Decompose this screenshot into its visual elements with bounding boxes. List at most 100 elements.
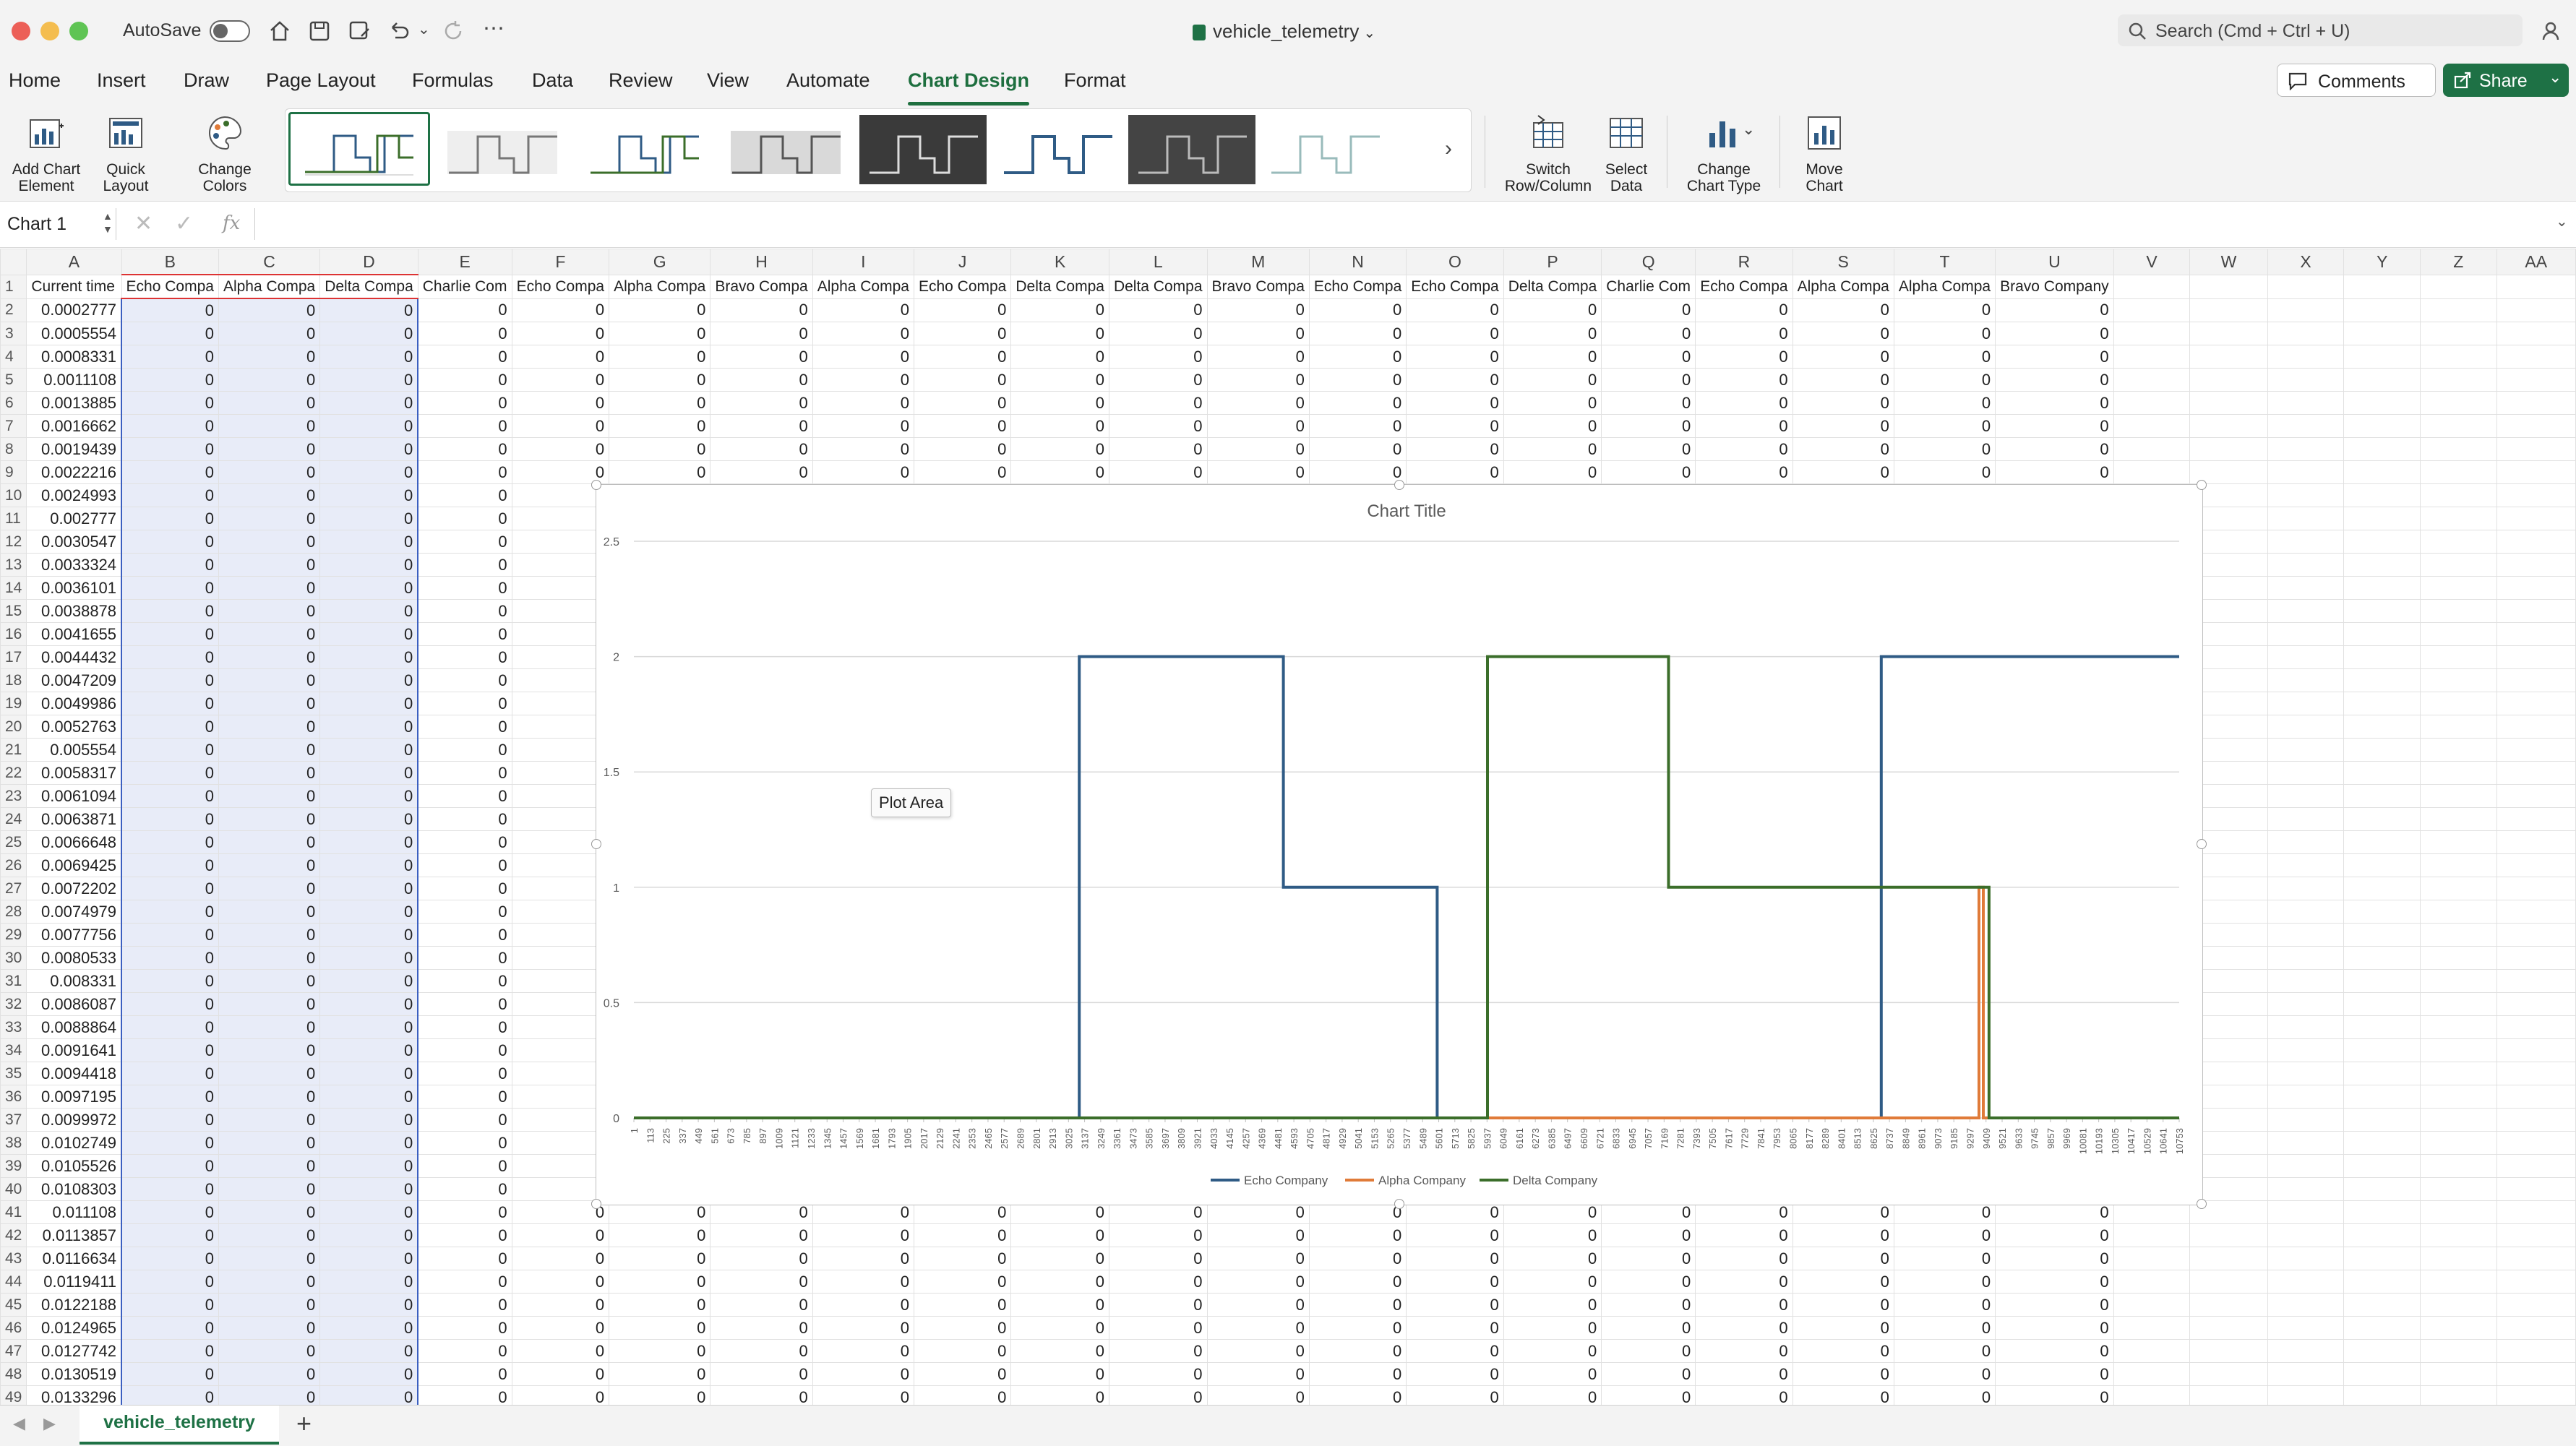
cell[interactable]: [2496, 391, 2576, 415]
cell[interactable]: [2343, 530, 2421, 554]
cell[interactable]: [2189, 1385, 2268, 1405]
comments-button[interactable]: Comments: [2277, 64, 2436, 97]
cell[interactable]: 0: [511, 738, 610, 762]
cell[interactable]: 0: [913, 1247, 1012, 1270]
cell[interactable]: [2343, 992, 2421, 1016]
row-header[interactable]: 14: [0, 576, 27, 600]
cell[interactable]: 0: [121, 391, 219, 415]
cell[interactable]: [2420, 460, 2497, 484]
cell[interactable]: [2420, 1293, 2497, 1317]
cell[interactable]: 0: [417, 1385, 512, 1405]
cell[interactable]: 0: [121, 553, 219, 577]
cell[interactable]: 0: [319, 692, 419, 715]
cell[interactable]: 0: [1792, 1293, 1894, 1317]
cell[interactable]: Bravo Compa: [1206, 274, 1310, 299]
cell[interactable]: [2420, 599, 2497, 623]
cell[interactable]: 0: [218, 1385, 321, 1405]
cell[interactable]: 0.0130519: [26, 1362, 122, 1386]
cell[interactable]: 0: [812, 1223, 914, 1247]
cell[interactable]: 0: [1108, 391, 1208, 415]
cell[interactable]: 0: [1792, 1339, 1894, 1363]
cell[interactable]: Echo Compa: [1308, 274, 1407, 299]
cell[interactable]: 0: [1108, 1270, 1208, 1294]
cell[interactable]: [2496, 483, 2576, 507]
cell[interactable]: 0: [1792, 1316, 1894, 1340]
cell[interactable]: Current time: [26, 274, 122, 299]
row-header[interactable]: 40: [0, 1177, 27, 1201]
cell[interactable]: 0: [913, 1362, 1012, 1386]
cell[interactable]: [2189, 414, 2268, 438]
cell[interactable]: 0: [1893, 1293, 1996, 1317]
row-header[interactable]: 38: [0, 1131, 27, 1155]
cell[interactable]: [2420, 784, 2497, 808]
cell[interactable]: Echo Compa: [511, 274, 610, 299]
cell[interactable]: 0: [1995, 391, 2114, 415]
cell[interactable]: 0: [121, 692, 219, 715]
cell[interactable]: 0: [417, 1247, 512, 1270]
cell[interactable]: [2420, 1362, 2497, 1386]
share-button[interactable]: Share ⌄: [2443, 64, 2569, 97]
cell[interactable]: [2267, 576, 2345, 600]
cell[interactable]: 0: [1010, 368, 1109, 392]
cell[interactable]: 0: [710, 391, 813, 415]
cell[interactable]: 0: [1108, 1316, 1208, 1340]
cell[interactable]: 0.002777: [26, 507, 122, 530]
cell[interactable]: 0.0080533: [26, 946, 122, 970]
cell[interactable]: 0: [121, 460, 219, 484]
cell[interactable]: 0: [319, 1339, 419, 1363]
cell[interactable]: 0: [1206, 1270, 1310, 1294]
cell[interactable]: 0: [1108, 1362, 1208, 1386]
cell[interactable]: 0: [1108, 1223, 1208, 1247]
cell[interactable]: 0.0088864: [26, 1015, 122, 1039]
cell[interactable]: [2113, 1293, 2191, 1317]
cell[interactable]: 0: [609, 1223, 711, 1247]
cell[interactable]: 0: [319, 1270, 419, 1294]
cell[interactable]: [2420, 368, 2497, 392]
cell[interactable]: 0.0016662: [26, 414, 122, 438]
cell[interactable]: 0: [319, 946, 419, 970]
cell[interactable]: 0: [1893, 298, 1996, 322]
cell[interactable]: [2420, 900, 2497, 924]
cell[interactable]: 0: [218, 900, 321, 924]
cell[interactable]: 0: [218, 1038, 321, 1062]
cell[interactable]: [2113, 1362, 2191, 1386]
cell[interactable]: 0: [1893, 368, 1996, 392]
select-all-corner[interactable]: [0, 249, 27, 275]
cell[interactable]: 0: [1206, 391, 1310, 415]
resize-handle[interactable]: [591, 480, 601, 490]
cell[interactable]: 0: [218, 668, 321, 692]
cell[interactable]: [2267, 530, 2345, 554]
row-header[interactable]: 47: [0, 1339, 27, 1363]
cell[interactable]: 0: [1893, 322, 1996, 345]
cell[interactable]: 0: [417, 1316, 512, 1340]
cell[interactable]: [2267, 877, 2345, 900]
cell[interactable]: 0: [121, 622, 219, 646]
cell[interactable]: 0: [1308, 368, 1407, 392]
cell[interactable]: [2496, 576, 2576, 600]
cell[interactable]: 0: [218, 298, 321, 322]
cell[interactable]: [2343, 553, 2421, 577]
cell[interactable]: 0: [1503, 298, 1602, 322]
cell[interactable]: 0: [609, 391, 711, 415]
cell[interactable]: [2420, 345, 2497, 369]
legend-entry[interactable]: Echo Company: [1244, 1174, 1328, 1187]
cell[interactable]: [2343, 1108, 2421, 1132]
cell[interactable]: 0: [1406, 1385, 1504, 1405]
cell[interactable]: 0: [511, 645, 610, 669]
cell[interactable]: [2189, 322, 2268, 345]
cell[interactable]: 0: [511, 1015, 610, 1039]
cell[interactable]: [2343, 969, 2421, 993]
cell[interactable]: 0: [511, 1339, 610, 1363]
cell[interactable]: 0: [319, 1293, 419, 1317]
cell[interactable]: [2496, 622, 2576, 646]
cell[interactable]: 0: [417, 1062, 512, 1085]
cell[interactable]: 0: [121, 784, 219, 808]
cell[interactable]: 0: [1995, 1223, 2114, 1247]
tab-review[interactable]: Review: [609, 69, 673, 91]
cell[interactable]: 0: [319, 784, 419, 808]
cell[interactable]: 0: [121, 668, 219, 692]
cell[interactable]: 0: [1893, 1316, 1996, 1340]
cell[interactable]: [2267, 1015, 2345, 1039]
cell[interactable]: [2267, 274, 2345, 299]
cell[interactable]: 0: [1010, 1339, 1109, 1363]
